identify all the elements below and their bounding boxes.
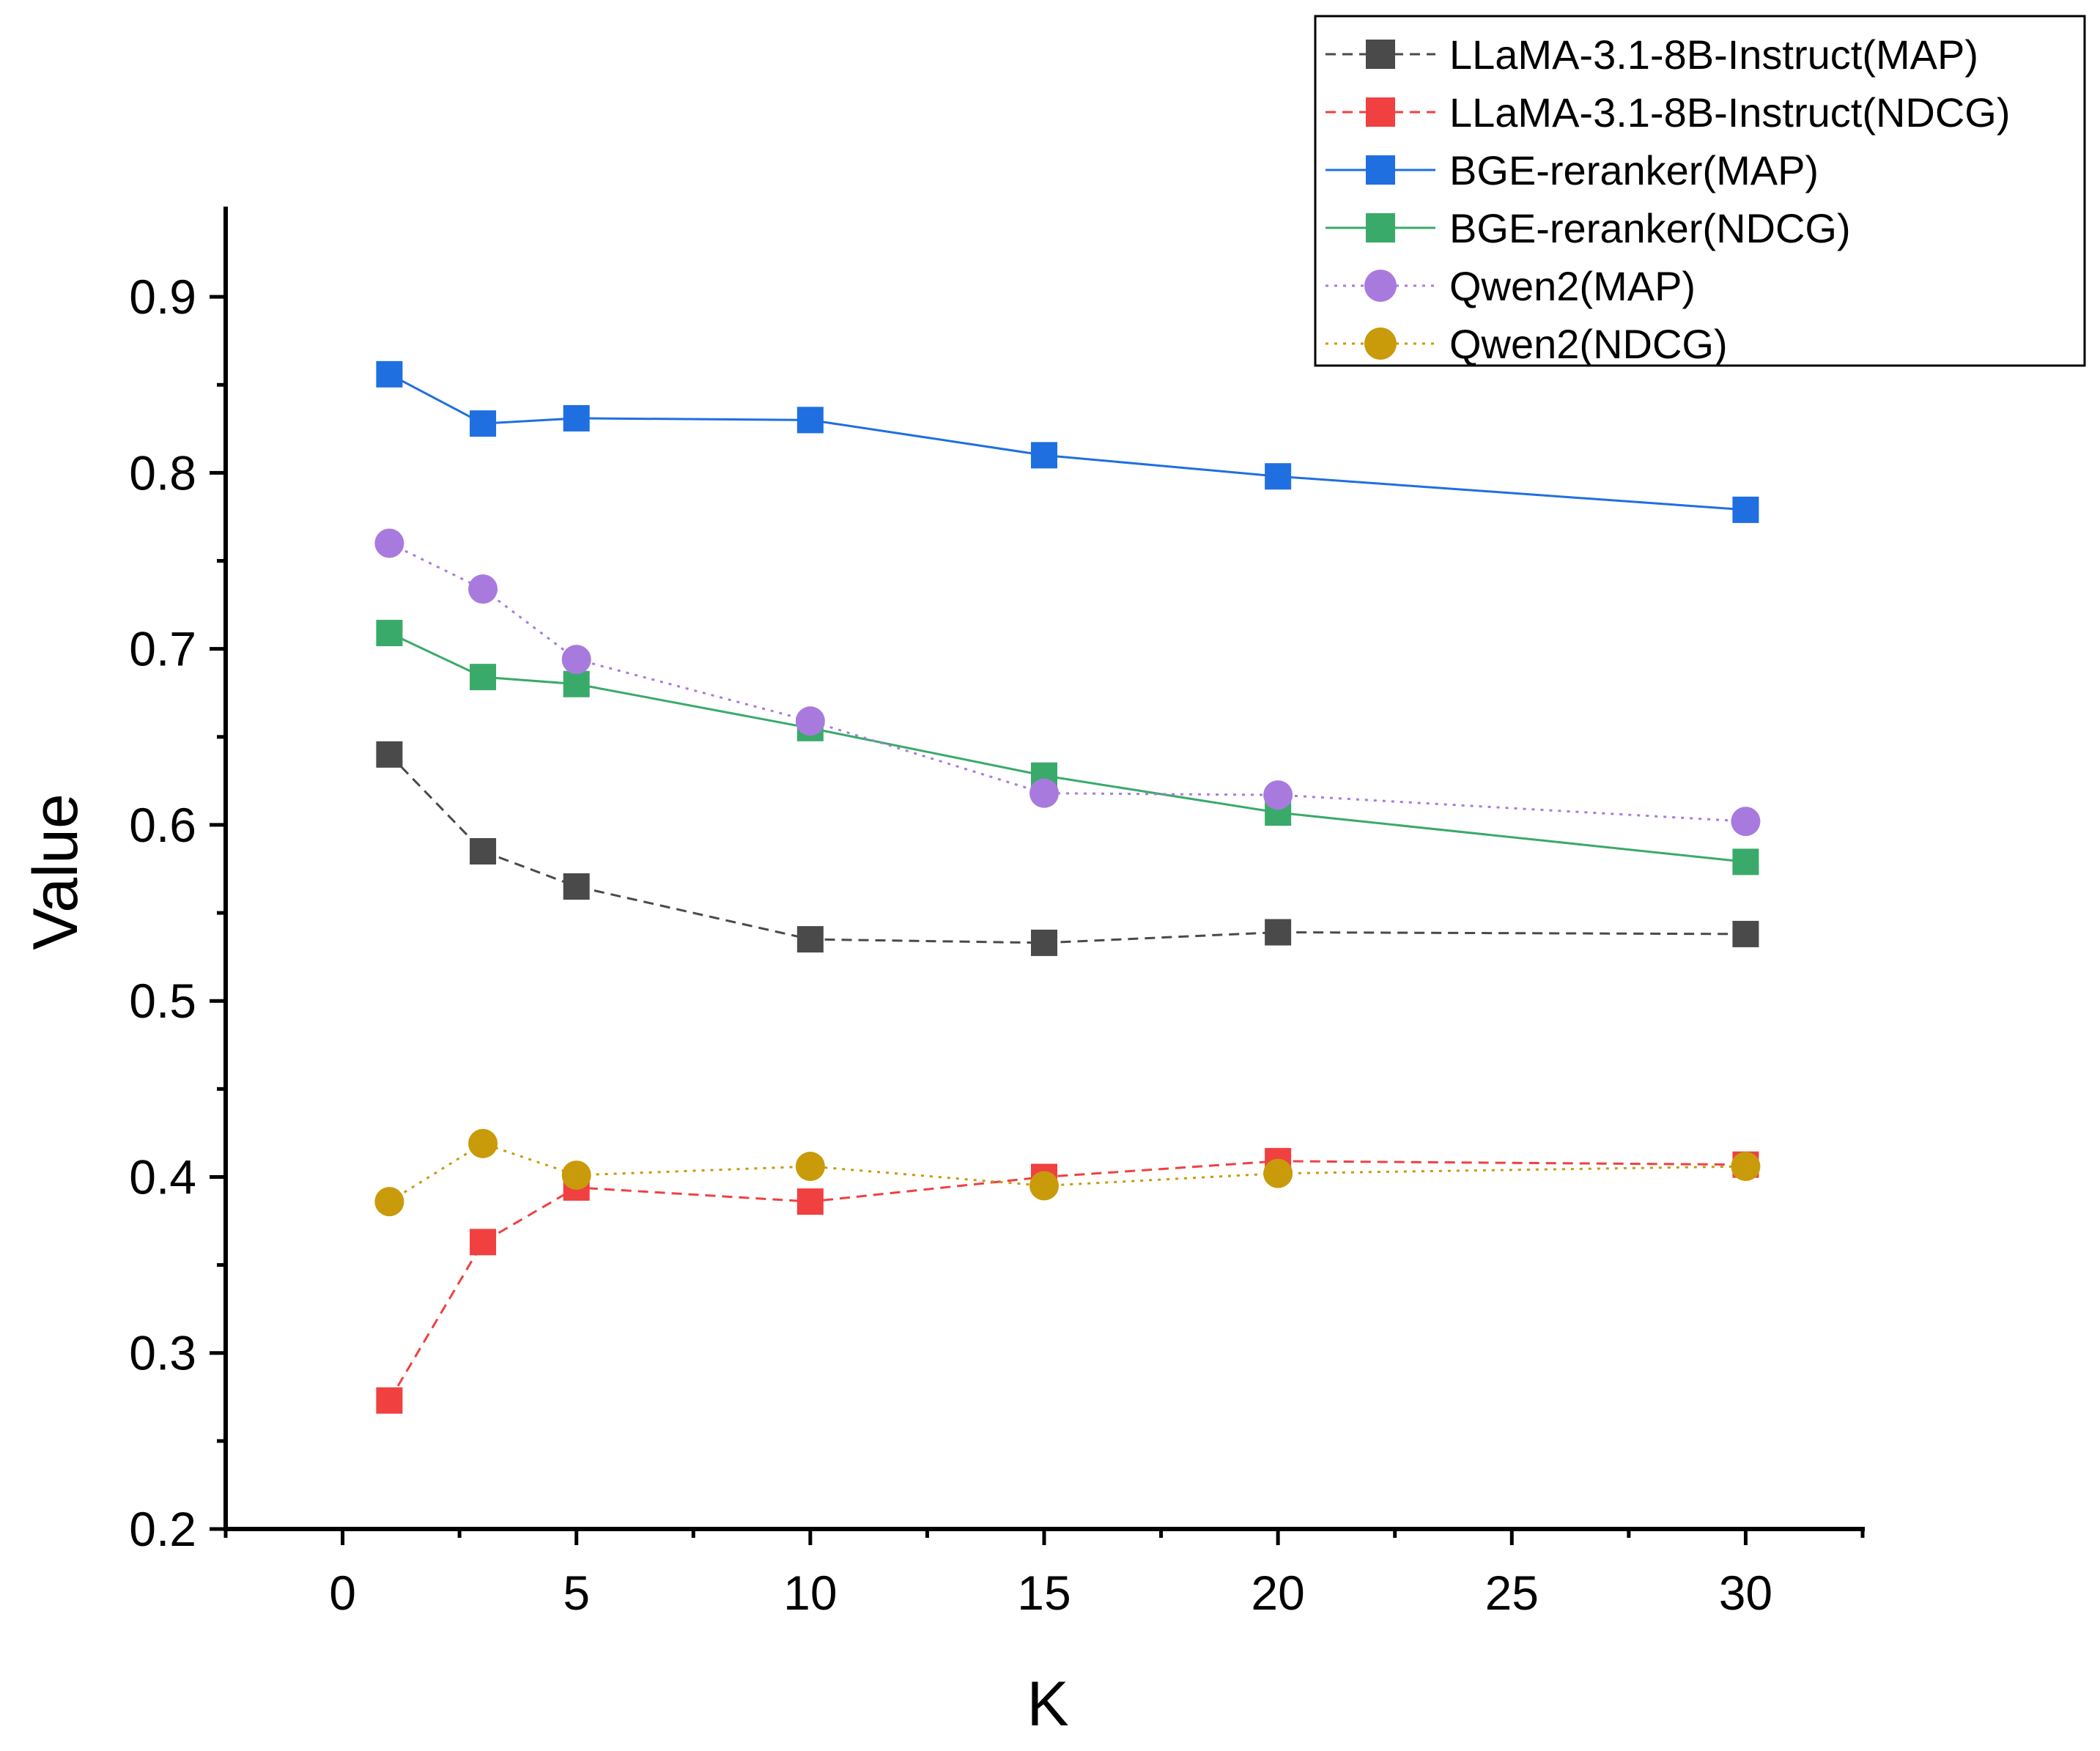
series-line-1 xyxy=(388,1160,1746,1402)
y-tick-label: 0.4 xyxy=(129,1150,196,1204)
data-point xyxy=(1265,463,1292,490)
data-point xyxy=(1731,1152,1761,1182)
legend: LLaMA-3.1-8B-Instruct(MAP) LLaMA-3.1-8B-I… xyxy=(1314,15,2086,367)
x-axis-label: K xyxy=(1027,1669,1068,1739)
data-point xyxy=(468,1128,498,1158)
data-point xyxy=(376,360,403,388)
data-point xyxy=(561,1160,591,1191)
data-point xyxy=(795,706,825,736)
x-tick-label: 15 xyxy=(1017,1566,1071,1620)
series-line-2 xyxy=(388,373,1746,511)
data-point xyxy=(470,837,497,865)
x-tick-label: 25 xyxy=(1485,1566,1539,1620)
data-point xyxy=(1732,920,1759,947)
data-point xyxy=(796,1188,824,1215)
data-point xyxy=(1029,1171,1059,1201)
legend-entry: Qwen2(NDCG) xyxy=(1326,321,1728,367)
x-tick-label: 10 xyxy=(783,1566,837,1620)
data-point xyxy=(376,620,403,647)
data-point xyxy=(796,926,824,953)
data-point xyxy=(1732,496,1759,523)
legend-label: LLaMA-3.1-8B-Instruct(MAP) xyxy=(1449,32,1978,78)
legend-label: Qwen2(NDCG) xyxy=(1449,321,1728,367)
legend-entry: Qwen2(MAP) xyxy=(1326,263,1696,309)
legend-label: LLaMA-3.1-8B-Instruct(NDCG) xyxy=(1449,89,2011,136)
legend-marker xyxy=(1364,327,1397,360)
series-markers xyxy=(374,360,1761,1414)
data-point xyxy=(376,1387,403,1414)
legend-entry: BGE-reranker(NDCG) xyxy=(1326,205,1851,251)
legend-box xyxy=(1314,15,2086,367)
data-point xyxy=(470,1229,497,1256)
series-markers-0 xyxy=(376,741,1759,956)
legend-label: BGE-reranker(MAP) xyxy=(1449,147,1819,193)
series-line-3 xyxy=(388,632,1746,863)
data-point xyxy=(1031,929,1057,956)
x-tick-label: 0 xyxy=(329,1566,356,1620)
data-point xyxy=(796,407,824,434)
data-point xyxy=(374,528,404,558)
y-tick-label: 0.5 xyxy=(129,974,196,1028)
legend-entry: BGE-reranker(MAP) xyxy=(1326,147,1819,193)
y-tick-label: 0.8 xyxy=(129,445,196,500)
data-point xyxy=(795,1152,825,1182)
data-point xyxy=(1029,778,1059,808)
data-point xyxy=(376,741,403,768)
x-tick-label: 20 xyxy=(1251,1566,1304,1620)
data-point xyxy=(374,1187,404,1217)
data-point xyxy=(1731,807,1761,837)
legend-label: Qwen2(MAP) xyxy=(1449,263,1696,309)
legend-marker xyxy=(1366,155,1395,185)
series-line-0 xyxy=(388,753,1746,944)
legend-marker xyxy=(1364,270,1397,302)
data-point xyxy=(561,645,591,675)
axes: 0.2 0.3 0.4 0.5 0.6 0.7 0.8 0.9 0 5 10 15 20 25 30 xyxy=(129,207,1865,1620)
data-point xyxy=(470,664,497,691)
series-lines xyxy=(388,373,1746,1402)
data-point xyxy=(563,404,590,432)
y-tick-label: 0.2 xyxy=(129,1502,196,1556)
y-tick-label: 0.9 xyxy=(129,270,196,324)
data-point xyxy=(470,410,497,437)
legend-label: BGE-reranker(NDCG) xyxy=(1449,205,1851,251)
data-point xyxy=(468,574,498,604)
data-point xyxy=(563,670,590,697)
y-tick-label: 0.3 xyxy=(129,1326,196,1380)
series-markers-4 xyxy=(374,528,1761,837)
data-point xyxy=(1263,780,1293,810)
y-tick-label: 0.6 xyxy=(129,798,196,852)
legend-marker xyxy=(1366,40,1395,69)
data-point xyxy=(1265,919,1292,946)
legend-entry: LLaMA-3.1-8B-Instruct(MAP) xyxy=(1326,32,1978,78)
legend-marker xyxy=(1366,97,1395,127)
data-point xyxy=(1732,848,1759,876)
x-tick-label: 5 xyxy=(563,1566,590,1620)
legend-marker xyxy=(1366,213,1395,243)
y-tick-label: 0.7 xyxy=(129,622,196,676)
x-tick-label: 30 xyxy=(1719,1566,1772,1620)
series-markers-5 xyxy=(374,1128,1761,1217)
data-point xyxy=(1031,442,1057,469)
y-axis-label: Value xyxy=(21,793,91,950)
legend-entry: LLaMA-3.1-8B-Instruct(NDCG) xyxy=(1326,89,2011,136)
data-point xyxy=(1263,1158,1293,1188)
series-line-5 xyxy=(388,1142,1746,1203)
data-point xyxy=(563,873,590,900)
series-markers-2 xyxy=(376,360,1759,523)
